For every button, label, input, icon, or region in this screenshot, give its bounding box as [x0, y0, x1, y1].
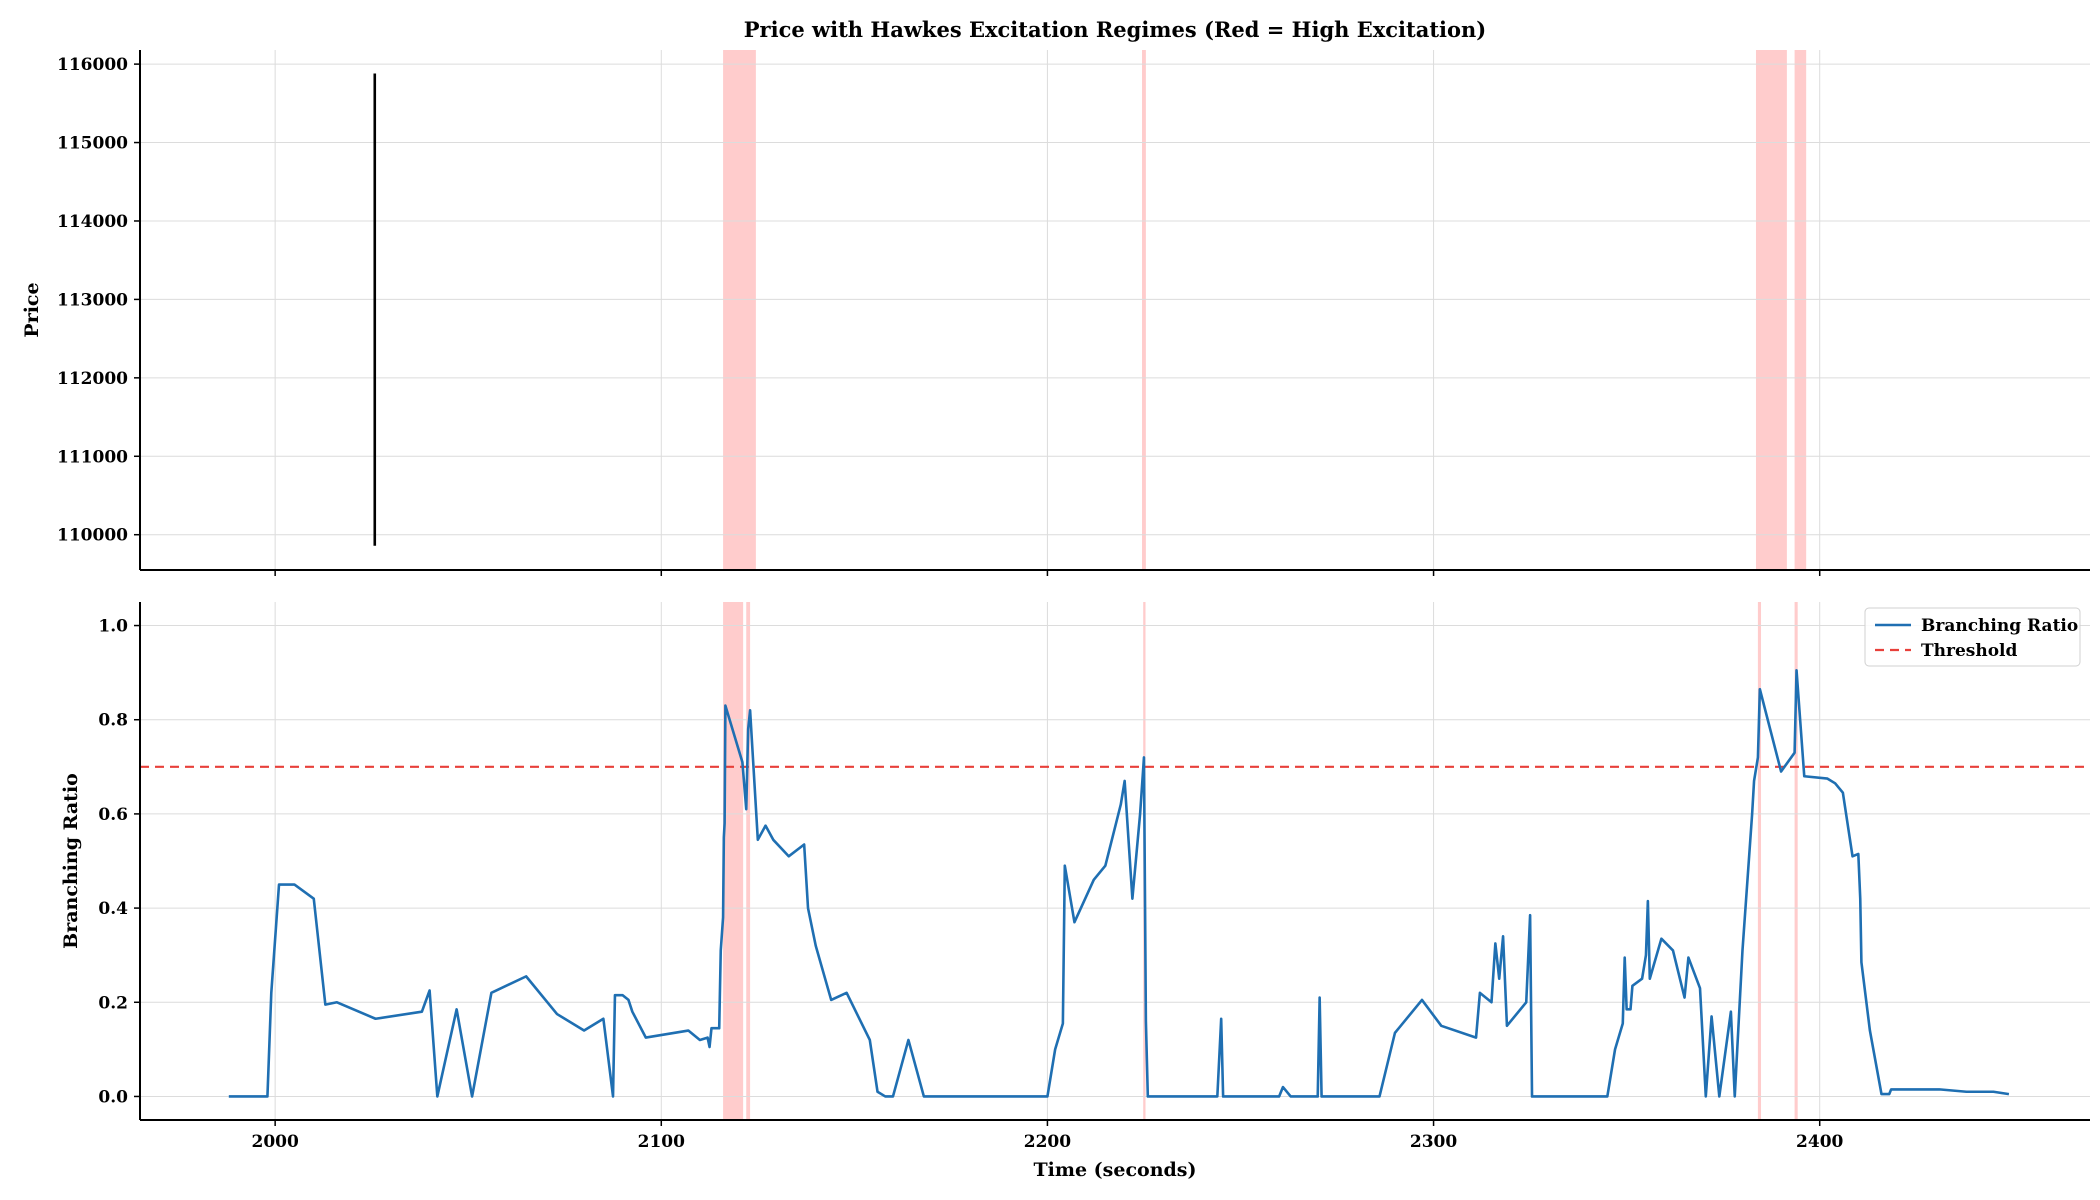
- branching-gridlines: [140, 602, 2090, 1120]
- price-ytick-label: 115000: [57, 134, 128, 154]
- branching-ytick-label: 1.0: [98, 617, 128, 637]
- branching-series-group: [228, 668, 2010, 1098]
- branching-ytick-label: 0.6: [98, 805, 128, 825]
- branching-shaded-region-1: [746, 602, 751, 1120]
- price-shaded-region-3: [1794, 50, 1807, 570]
- branching-ytick-label: 0.0: [98, 1087, 128, 1107]
- x-axis-label: Time (seconds): [1034, 1159, 1197, 1181]
- branching-xtick-label: 2100: [638, 1132, 685, 1152]
- branching-shaded-regions: [723, 602, 1798, 1120]
- chart-title: Price with Hawkes Excitation Regimes (Re…: [744, 17, 1486, 42]
- price-ytick-label: 111000: [57, 447, 128, 467]
- branching-shaded-region-4: [1794, 602, 1798, 1120]
- branching-ytick-label: 0.2: [98, 993, 128, 1013]
- price-ytick-label: 112000: [57, 369, 128, 389]
- branching-axes: [139, 602, 2090, 1121]
- price-axes: [139, 50, 2090, 571]
- branching-xtick-label: 2300: [1410, 1132, 1457, 1152]
- branching-xtick-label: 2000: [251, 1132, 298, 1152]
- price-gridlines: [140, 50, 2090, 570]
- legend-box: [1864, 607, 2081, 667]
- price-ytick-label: 116000: [57, 55, 128, 75]
- branching-series-line-0: [228, 668, 2010, 1098]
- branching-tick-labels: 0.0 0.2 0.4 0.6 0.8 1.0 2000 2100 2200 2300 2400: [98, 617, 1843, 1152]
- price-ytick-label: 113000: [57, 290, 128, 310]
- branching-xtick-label: 2400: [1796, 1132, 1843, 1152]
- price-shaded-region-2: [1755, 50, 1787, 570]
- price-shaded-regions: [723, 50, 1807, 570]
- branching-ytick-label: 0.8: [98, 711, 128, 731]
- branching-ytick-label: 0.4: [98, 899, 128, 919]
- branching-shaded-region-3: [1757, 602, 1762, 1120]
- price-tick-labels: 110000 111000 112000 113000 114000 115000 1160…: [57, 55, 1821, 576]
- price-ytick-label: 110000: [57, 526, 128, 546]
- legend: Branching Ratio Threshold: [1864, 607, 2081, 667]
- branching-xtick-label: 2200: [1024, 1132, 1071, 1152]
- legend-label-threshold: Threshold: [1921, 641, 2018, 661]
- price-shaded-region-0: [723, 50, 756, 570]
- price-y-axis-label: Price: [21, 282, 43, 337]
- legend-label-branching-ratio: Branching Ratio: [1921, 616, 2078, 636]
- branching-y-axis-label: Branching Ratio: [60, 773, 82, 949]
- price-ytick-label: 114000: [57, 212, 128, 232]
- price-shaded-region-1: [1142, 50, 1146, 570]
- branching-shaded-region-0: [723, 602, 744, 1120]
